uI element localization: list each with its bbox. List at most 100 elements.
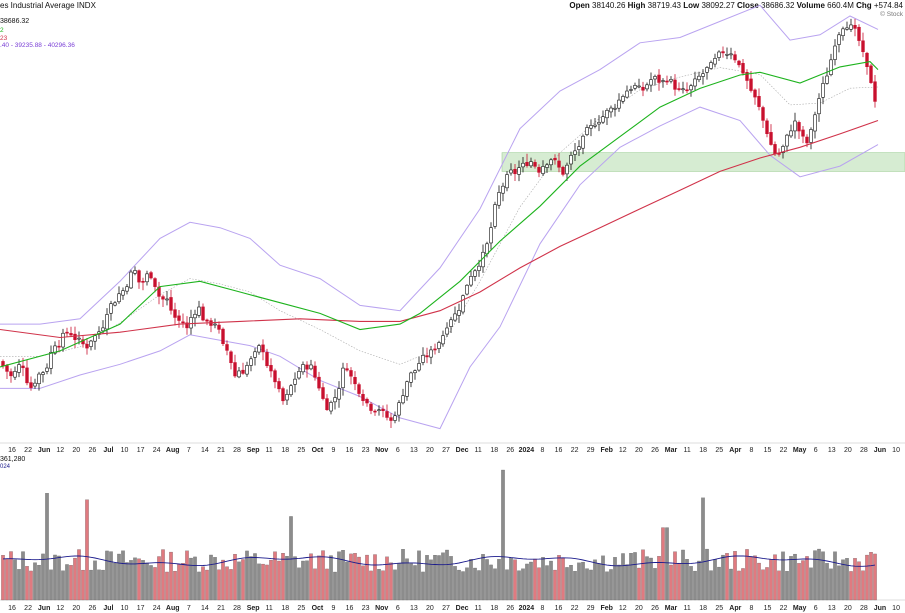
candle-body <box>265 352 269 367</box>
candle <box>461 294 465 315</box>
candle <box>409 371 413 388</box>
volume-bar <box>265 564 269 601</box>
candle <box>157 281 161 305</box>
candle-body <box>629 89 633 91</box>
volume-bar <box>593 559 597 601</box>
volume-bar <box>845 558 849 601</box>
volume-bar <box>781 551 785 601</box>
volume-bar <box>177 564 181 601</box>
candle <box>697 71 701 83</box>
candle <box>445 322 449 338</box>
volume-bar <box>281 553 285 601</box>
volume-bar <box>613 557 617 601</box>
volume-bar <box>81 569 85 601</box>
candle-body <box>29 382 33 388</box>
candle <box>189 309 193 335</box>
candle-body <box>701 73 705 77</box>
candle <box>161 294 165 307</box>
candle-body <box>373 410 377 413</box>
candle <box>369 401 373 415</box>
volume-bar <box>485 559 489 601</box>
candle-body <box>685 89 689 92</box>
candle <box>761 105 765 129</box>
candle-body <box>661 80 665 82</box>
candle-body <box>549 159 553 166</box>
x-tick-label-bottom: 26 <box>506 605 514 612</box>
volume-bar <box>29 570 33 601</box>
volume-bar <box>765 567 769 601</box>
candle-body <box>457 310 461 316</box>
volume-bar <box>713 559 717 601</box>
volume-bar <box>357 556 361 601</box>
volume-bar <box>769 559 773 601</box>
x-tick-label-bottom: 11 <box>266 605 273 612</box>
volume-bar <box>369 570 373 601</box>
candle <box>741 58 745 76</box>
candle-body <box>625 90 629 98</box>
x-tick-label: 20 <box>635 447 643 454</box>
candle-body <box>633 85 637 89</box>
volume-bar <box>309 553 313 601</box>
candle <box>629 85 633 94</box>
candle-body <box>561 166 565 175</box>
candle <box>581 134 585 155</box>
candle-body <box>217 324 221 330</box>
volume-bar <box>373 554 377 601</box>
volume-bar <box>77 549 81 601</box>
candle <box>813 111 817 139</box>
candle <box>421 347 425 366</box>
support-zone <box>501 152 905 172</box>
candle <box>281 386 285 405</box>
candle-body <box>57 345 61 348</box>
candle <box>65 327 69 337</box>
volume-bar <box>73 557 77 601</box>
volume-bar <box>749 556 753 601</box>
candle-body <box>109 303 113 314</box>
candle-body <box>465 284 469 295</box>
x-tick-label: 26 <box>651 447 659 454</box>
x-tick-label: 6 <box>814 447 818 454</box>
candle <box>657 69 661 91</box>
candle-body <box>389 417 393 421</box>
candle-body <box>673 79 677 90</box>
candle-body <box>93 335 97 342</box>
volume-bar <box>849 571 853 601</box>
candle-body <box>533 162 537 167</box>
candle-body <box>285 394 289 401</box>
candle <box>701 69 705 85</box>
volume-bar <box>853 558 857 601</box>
candle <box>637 78 641 89</box>
x-tick-label-bottom: 24 <box>153 605 161 612</box>
candle <box>173 302 177 326</box>
candle-body <box>585 127 589 135</box>
volume-bar <box>201 566 205 601</box>
x-tick-label: 28 <box>233 447 241 454</box>
volume-bar <box>793 553 797 601</box>
candle-body <box>653 76 657 80</box>
x-tick-label: Dec <box>456 447 469 454</box>
volume-bar <box>305 560 309 601</box>
candle <box>285 389 289 406</box>
candle <box>709 60 713 70</box>
candle <box>809 127 813 150</box>
candle <box>405 380 409 401</box>
candle-body <box>25 367 29 384</box>
candle-body <box>321 387 325 399</box>
x-tick-label-bottom: 20 <box>72 605 80 612</box>
x-tick-label-bottom: 7 <box>187 605 191 612</box>
candle-body <box>193 313 197 319</box>
candle <box>185 316 189 335</box>
volume-bar <box>57 555 61 601</box>
candle-body <box>805 136 809 144</box>
candle-body <box>449 319 453 327</box>
candle <box>393 411 397 424</box>
candle-body <box>869 65 873 83</box>
candle-body <box>173 309 177 318</box>
candle-body <box>149 272 153 279</box>
volume-bar <box>141 560 145 601</box>
candle-body <box>205 319 209 322</box>
volume-bar <box>389 562 393 601</box>
candle-body <box>257 345 261 353</box>
candle <box>129 269 133 289</box>
candle-body <box>529 161 533 167</box>
